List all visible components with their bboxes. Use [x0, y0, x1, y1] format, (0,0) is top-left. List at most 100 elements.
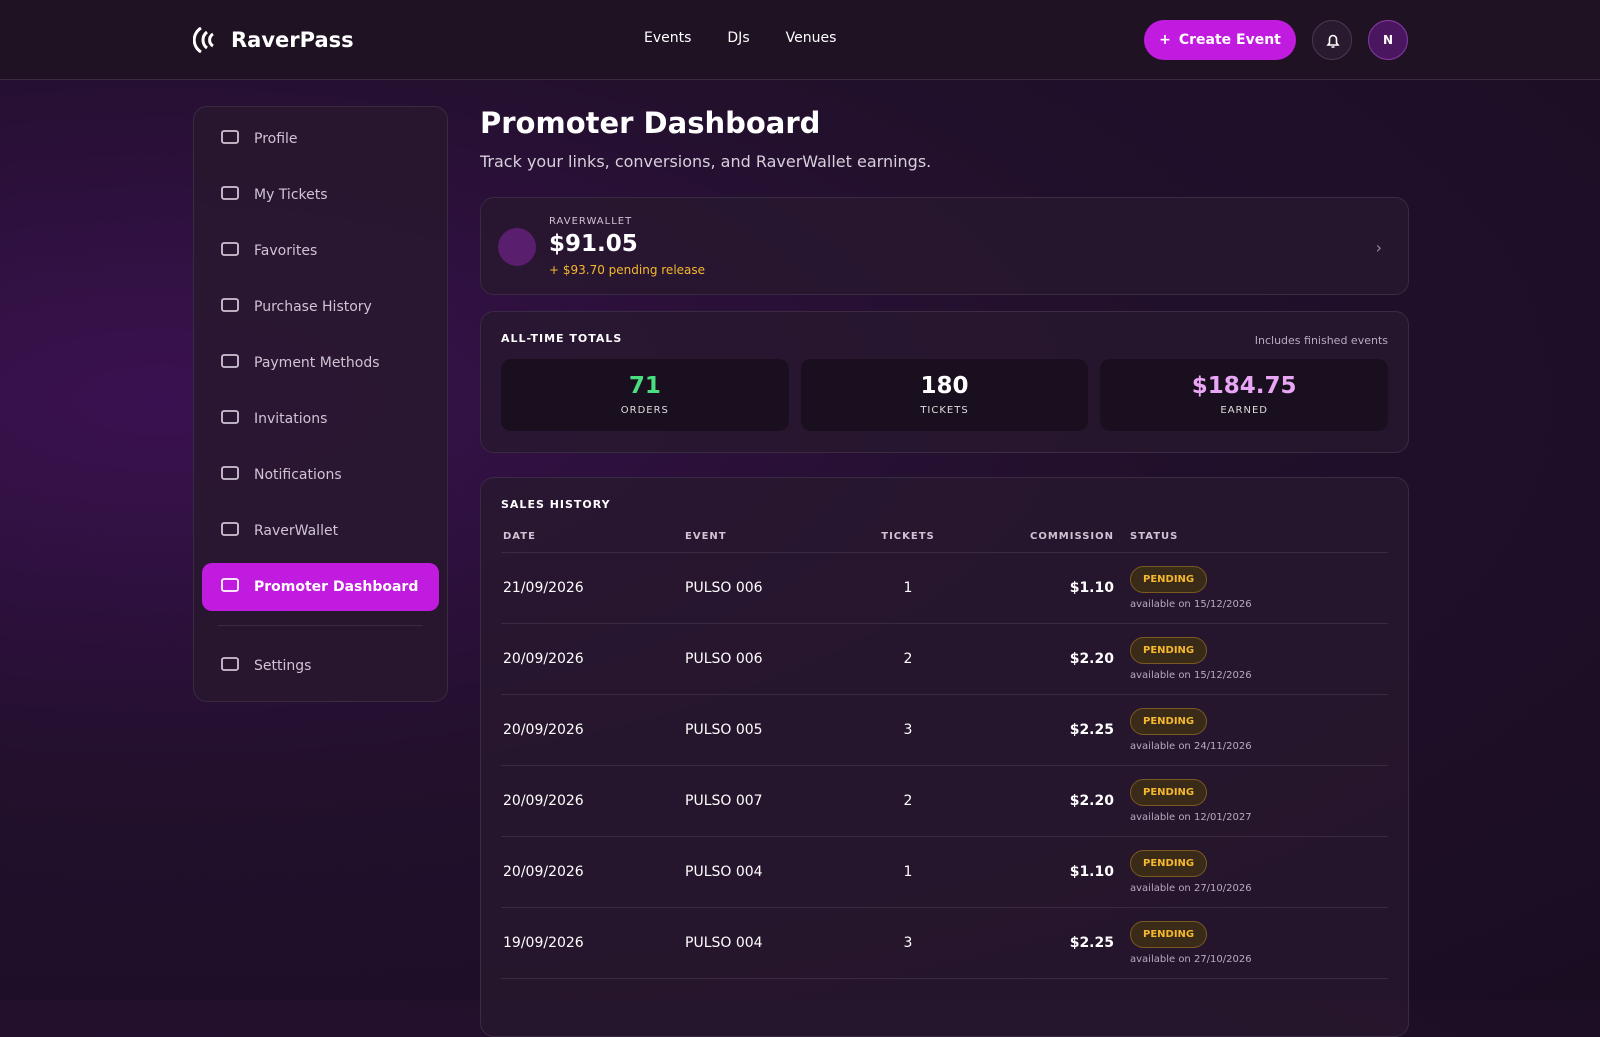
- sidebar-item[interactable]: Promoter Dashboard: [202, 563, 439, 611]
- stats: 71 ORDERS 180 TICKETS $184.75 EARNED: [501, 359, 1389, 431]
- available-date: available on 15/12/2026: [1130, 670, 1252, 681]
- available-date: available on 27/10/2026: [1130, 954, 1252, 965]
- sidebar-label: Settings: [254, 658, 312, 674]
- commission: $2.25: [963, 907, 1128, 979]
- wallet-label: RAVERWALLET: [549, 216, 633, 227]
- available-date: available on 15/12/2026: [1130, 599, 1252, 610]
- main-nav: Events DJs Venues: [644, 30, 836, 46]
- nav-link[interactable]: Events: [644, 30, 692, 46]
- sidebar-item[interactable]: My Tickets: [202, 171, 439, 219]
- tickets: 2: [853, 765, 963, 837]
- sales-row: 21/09/2026 PULSO 006 1 $1.10 PENDING availabl…: [501, 552, 1388, 624]
- sales-card: SALES HISTORY DATE EVENT TICKETS COMMISSION…: [480, 477, 1409, 1037]
- available-date: available on 24/11/2026: [1130, 741, 1252, 752]
- notifications-button[interactable]: [1312, 20, 1352, 60]
- item-icon: [220, 519, 240, 543]
- nav-link[interactable]: DJs: [727, 30, 750, 46]
- avatar[interactable]: N: [1368, 20, 1408, 60]
- sales-table: DATE EVENT TICKETS COMMISSION STATUS 21/09/20…: [501, 531, 1388, 979]
- brand[interactable]: RaverPass: [193, 24, 354, 56]
- header-row: DATE EVENT TICKETS COMMISSION STATUS: [501, 531, 1388, 553]
- sidebar-item[interactable]: Favorites: [202, 227, 439, 275]
- stat-tile: $184.75 EARNED: [1100, 359, 1389, 431]
- wallet-card[interactable]: RAVERWALLET $91.05 + $93.70 pending rele…: [480, 197, 1409, 295]
- tickets: 2: [853, 623, 963, 695]
- sidebar-label: Promoter Dashboard: [254, 579, 419, 595]
- column-header: STATUS: [1128, 531, 1388, 553]
- commission: $2.20: [963, 765, 1128, 837]
- create-label: Create Event: [1178, 32, 1281, 48]
- page-subtitle: Track your links, conversions, and Raver…: [480, 152, 932, 171]
- sales-row: 20/09/2026 PULSO 004 1 $1.10 PENDING availabl…: [501, 836, 1388, 908]
- item-icon: [220, 351, 240, 375]
- status-pill: PENDING: [1130, 566, 1208, 593]
- sidebar-item[interactable]: Notifications: [202, 451, 439, 499]
- item-icon: [220, 463, 240, 487]
- stat-value: 71: [628, 373, 661, 399]
- sidebar-label: Favorites: [254, 243, 318, 259]
- totals-note: Includes finished events: [1254, 334, 1388, 347]
- logo: [193, 26, 214, 54]
- date: 20/09/2026: [501, 623, 683, 695]
- sidebar-item[interactable]: RaverWallet: [202, 507, 439, 555]
- sidebar-item[interactable]: Profile: [202, 115, 439, 163]
- event: PULSO 004: [683, 836, 853, 908]
- sales-row: 20/09/2026 PULSO 006 2 $2.20 PENDING availabl…: [501, 623, 1388, 695]
- item-icon: [220, 654, 240, 678]
- status-pill: PENDING: [1130, 921, 1208, 948]
- status-pill: PENDING: [1130, 779, 1208, 806]
- sidebar-label: Payment Methods: [254, 355, 380, 371]
- stat-label: TICKETS: [920, 405, 969, 416]
- status-pill: PENDING: [1130, 850, 1208, 877]
- status: PENDING available on 12/01/2027: [1128, 765, 1388, 837]
- separator: [218, 625, 423, 626]
- item-icon: [220, 407, 240, 431]
- stat-tile: 71 ORDERS: [501, 359, 789, 431]
- item-icon: [220, 239, 240, 263]
- stat-label: EARNED: [1220, 405, 1268, 416]
- tickets: 1: [853, 836, 963, 908]
- event: PULSO 006: [683, 623, 853, 695]
- wallet-balance: $91.05: [549, 231, 638, 257]
- status: PENDING available on 15/12/2026: [1128, 552, 1388, 624]
- sidebar-label: My Tickets: [254, 187, 328, 203]
- sales-row: 20/09/2026 PULSO 005 3 $2.25 PENDING availabl…: [501, 694, 1388, 766]
- event: PULSO 004: [683, 907, 853, 979]
- sidebar-item[interactable]: Payment Methods: [202, 339, 439, 387]
- sidebar-label: RaverWallet: [254, 523, 339, 539]
- create-event-button[interactable]: + Create Event: [1144, 20, 1296, 60]
- item-icon: [220, 575, 240, 599]
- status-pill: PENDING: [1130, 708, 1208, 735]
- date: 21/09/2026: [501, 552, 683, 624]
- column-header: EVENT: [683, 531, 853, 553]
- nav-link[interactable]: Venues: [785, 30, 837, 46]
- tickets: 3: [853, 694, 963, 766]
- status-pill: PENDING: [1130, 637, 1208, 664]
- column-header: TICKETS: [853, 531, 963, 553]
- column-header: COMMISSION: [963, 531, 1128, 553]
- sidebar-item[interactable]: Invitations: [202, 395, 439, 443]
- sidebar-item[interactable]: Settings: [202, 642, 439, 690]
- stat-value: $184.75: [1191, 373, 1297, 399]
- sales-title: SALES HISTORY: [501, 498, 611, 511]
- sidebar-label: Invitations: [254, 411, 328, 427]
- event: PULSO 005: [683, 694, 853, 766]
- page-title: Promoter Dashboard: [480, 106, 821, 140]
- sidebar: Profile My Tickets Favorites Purchase Histo…: [193, 106, 448, 702]
- main: Promoter Dashboard Track your links, con…: [480, 106, 1409, 1037]
- sidebar-item[interactable]: Purchase History: [202, 283, 439, 331]
- stat-label: ORDERS: [620, 405, 669, 416]
- event: PULSO 007: [683, 765, 853, 837]
- tickets: 1: [853, 552, 963, 624]
- commission: $2.25: [963, 694, 1128, 766]
- bell-icon: [1326, 34, 1340, 48]
- event: PULSO 006: [683, 552, 853, 624]
- wallet-pending: + $93.70 pending release: [549, 263, 706, 277]
- status: PENDING available on 15/12/2026: [1128, 623, 1388, 695]
- stat-value: 180: [920, 373, 969, 399]
- wallet-icon: [498, 228, 536, 266]
- sidebar-label: Purchase History: [254, 299, 372, 315]
- available-date: available on 27/10/2026: [1130, 883, 1252, 894]
